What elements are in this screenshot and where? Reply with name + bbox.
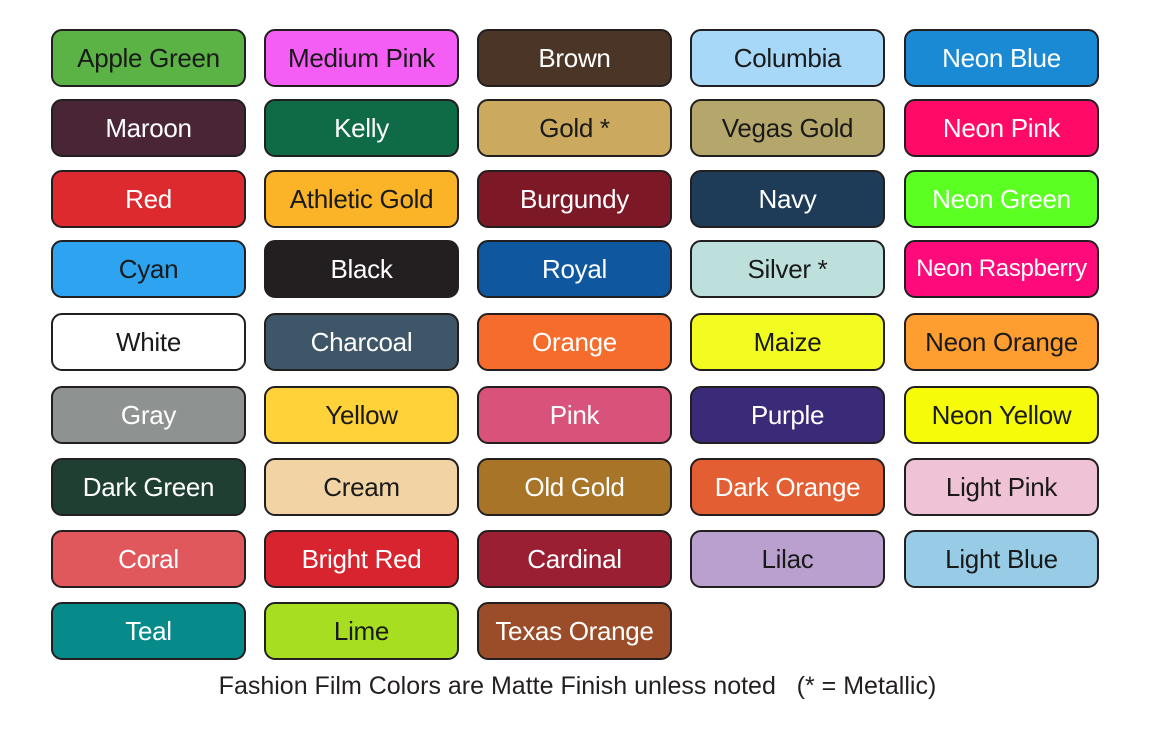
color-swatch: Brown (477, 29, 672, 87)
swatch-label: Pink (549, 399, 600, 430)
color-swatch: Gold * (477, 99, 672, 157)
color-swatch: Neon Raspberry (904, 240, 1099, 298)
swatch-label: Neon Pink (942, 112, 1061, 143)
swatch-label: Cream (323, 471, 400, 502)
color-swatch: Columbia (690, 29, 885, 87)
swatch-label: Cyan (118, 253, 179, 284)
swatch-label: Apple Green (77, 42, 220, 73)
swatch-label: Dark Orange (714, 471, 861, 502)
swatch-label: Gray (120, 399, 177, 430)
color-swatch: Charcoal (264, 313, 459, 371)
swatch-label: Light Blue (945, 543, 1058, 574)
color-swatch: Royal (477, 240, 672, 298)
swatch-label: Dark Green (82, 471, 215, 502)
swatch-label: Maroon (105, 112, 192, 143)
color-swatch: Red (51, 170, 246, 228)
color-swatch: Cyan (51, 240, 246, 298)
swatch-label: Medium Pink (288, 42, 435, 73)
color-swatch: Silver * (690, 240, 885, 298)
color-swatch: Black (264, 240, 459, 298)
swatch-label: Neon Raspberry (916, 255, 1087, 282)
color-swatch: Purple (690, 386, 885, 444)
color-swatch: Light Pink (904, 458, 1099, 516)
color-swatch: Dark Orange (690, 458, 885, 516)
swatch-label: Orange (532, 326, 617, 357)
swatch-label: Silver * (747, 253, 828, 284)
swatch-label: Columbia (733, 42, 842, 73)
swatch-label: Neon Blue (942, 42, 1061, 73)
swatch-label: Brown (538, 42, 611, 73)
color-swatch: White (51, 313, 246, 371)
color-swatch: Cream (264, 458, 459, 516)
swatch-label: Yellow (325, 399, 398, 430)
swatch-label: Old Gold (524, 471, 625, 502)
color-swatch: Coral (51, 530, 246, 588)
swatch-label: Neon Orange (925, 326, 1078, 357)
swatch-label: Purple (750, 399, 825, 430)
swatch-label: Neon Green (932, 183, 1071, 214)
color-swatch: Gray (51, 386, 246, 444)
swatch-label: Coral (118, 543, 179, 574)
color-swatch: Athletic Gold (264, 170, 459, 228)
swatch-label: Kelly (334, 112, 389, 143)
color-swatch: Light Blue (904, 530, 1099, 588)
color-swatch: Pink (477, 386, 672, 444)
swatch-label: Maize (753, 326, 822, 357)
swatch-label: White (116, 326, 181, 357)
color-swatch: Kelly (264, 99, 459, 157)
color-swatch: Orange (477, 313, 672, 371)
swatch-label: Navy (758, 183, 817, 214)
color-swatch: Maize (690, 313, 885, 371)
color-swatch: Burgundy (477, 170, 672, 228)
swatch-label: Texas Orange (495, 615, 654, 646)
swatch-label: Athletic Gold (289, 183, 434, 214)
swatch-label: Cardinal (527, 543, 622, 574)
color-swatch: Dark Green (51, 458, 246, 516)
swatch-label: Bright Red (301, 543, 422, 574)
color-swatch: Texas Orange (477, 602, 672, 660)
color-swatch: Neon Green (904, 170, 1099, 228)
color-swatch: Bright Red (264, 530, 459, 588)
color-swatch: Lime (264, 602, 459, 660)
swatch-label: Royal (542, 253, 607, 284)
footnote: Fashion Film Colors are Matte Finish unl… (218, 672, 937, 700)
swatch-label: Teal (125, 615, 172, 646)
swatch-label: Black (330, 253, 393, 284)
swatch-label: Neon Yellow (931, 399, 1072, 430)
color-swatch: Old Gold (477, 458, 672, 516)
color-swatch: Cardinal (477, 530, 672, 588)
color-swatch: Maroon (51, 99, 246, 157)
color-swatch: Neon Pink (904, 99, 1099, 157)
swatch-label: Burgundy (520, 183, 629, 214)
swatch-label: Red (125, 183, 172, 214)
swatch-label: Gold * (539, 112, 610, 143)
color-swatch: Navy (690, 170, 885, 228)
color-swatch: Teal (51, 602, 246, 660)
color-swatch: Neon Yellow (904, 386, 1099, 444)
swatch-label: Vegas Gold (721, 112, 854, 143)
swatch-label: Lime (333, 615, 390, 646)
color-swatch: Vegas Gold (690, 99, 885, 157)
color-swatch: Neon Orange (904, 313, 1099, 371)
swatch-label: Lilac (761, 543, 814, 574)
color-swatch: Apple Green (51, 29, 246, 87)
color-swatch: Neon Blue (904, 29, 1099, 87)
color-swatch: Yellow (264, 386, 459, 444)
swatch-label: Light Pink (945, 471, 1058, 502)
swatch-label: Charcoal (310, 326, 413, 357)
color-swatch: Medium Pink (264, 29, 459, 87)
color-swatch: Lilac (690, 530, 885, 588)
